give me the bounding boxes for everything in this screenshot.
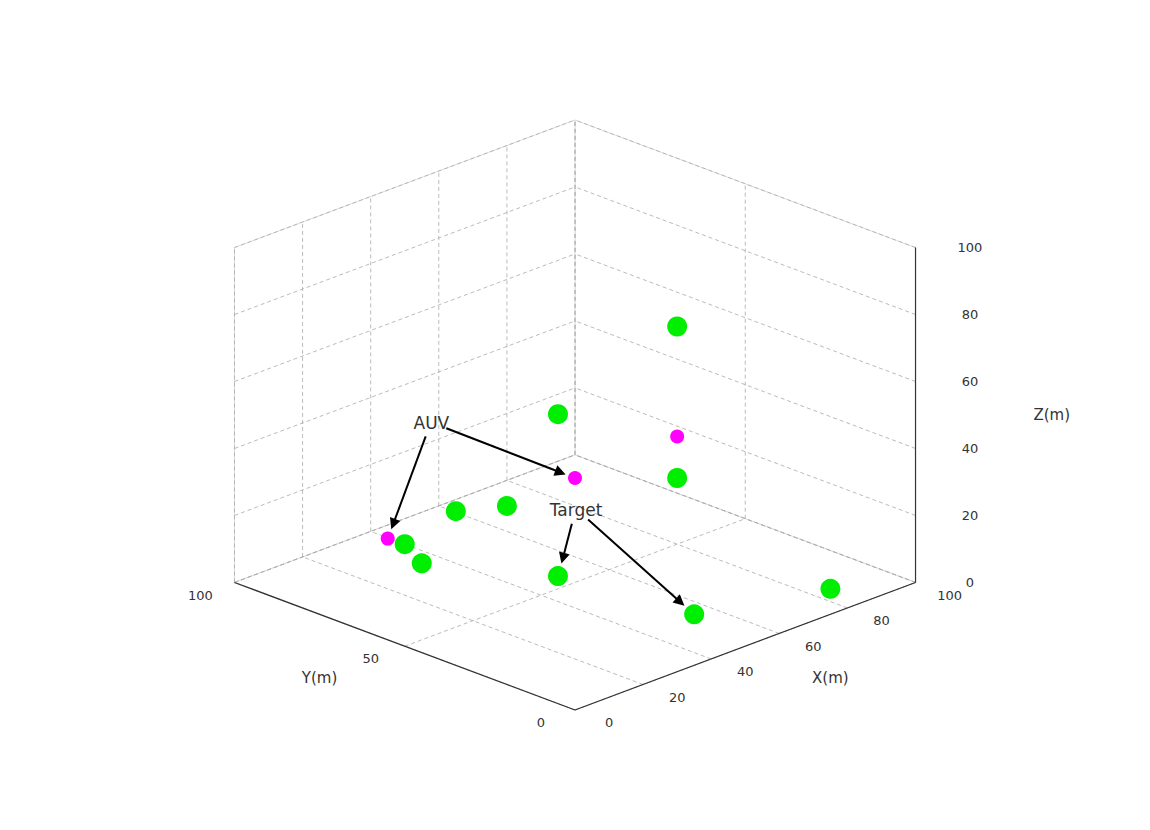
svg-text:100: 100 [937, 588, 962, 603]
svg-text:60: 60 [962, 374, 979, 389]
svg-text:20: 20 [669, 690, 686, 705]
svg-text:0: 0 [537, 715, 545, 730]
svg-text:50: 50 [362, 651, 379, 666]
svg-text:40: 40 [737, 664, 754, 679]
svg-text:Z(m): Z(m) [1033, 406, 1070, 424]
svg-text:X(m): X(m) [812, 669, 849, 687]
svg-text:Y(m): Y(m) [301, 669, 337, 687]
svg-text:AUV: AUV [414, 413, 450, 433]
svg-text:0: 0 [605, 715, 613, 730]
svg-text:100: 100 [188, 588, 213, 603]
svg-text:80: 80 [873, 613, 890, 628]
svg-text:60: 60 [805, 639, 822, 654]
svg-text:80: 80 [962, 307, 979, 322]
svg-text:Target: Target [549, 500, 603, 520]
svg-text:0: 0 [966, 575, 974, 590]
svg-text:40: 40 [962, 441, 979, 456]
svg-text:20: 20 [962, 508, 979, 523]
svg-text:100: 100 [958, 240, 983, 255]
